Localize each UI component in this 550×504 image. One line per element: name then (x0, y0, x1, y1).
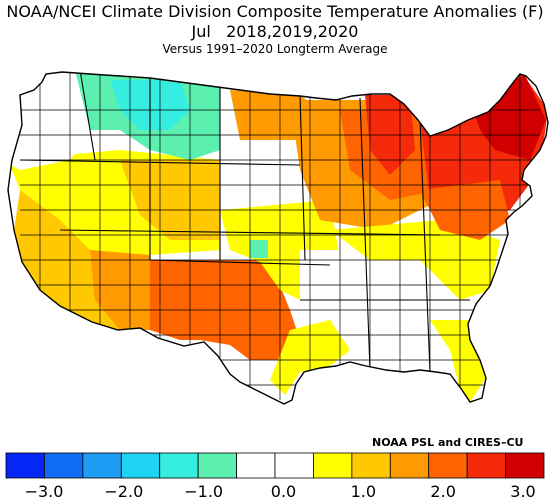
legend-swatch (120, 452, 161, 479)
legend-swatch (466, 452, 506, 479)
map-subtitle: Versus 1991–2020 Longterm Average (162, 42, 388, 56)
legend-swatch (44, 452, 84, 479)
legend-tick-label: −2.0 (104, 482, 144, 501)
legend-swatch (197, 452, 237, 479)
legend-swatch (236, 452, 276, 479)
region-colorado-plateau (120, 160, 220, 240)
legend-tick-label: −3.0 (24, 482, 64, 501)
legend-tick-label: 3.0 (510, 482, 536, 501)
credit-label: NOAA PSL and CIRES–CU (372, 436, 524, 449)
color-legend (5, 452, 545, 479)
legend-swatch (389, 452, 430, 479)
legend-tick-label: 0.0 (270, 482, 297, 501)
legend-tick-label: 2.0 (430, 482, 456, 501)
legend-tick-label: 1.0 (350, 482, 377, 501)
legend-swatch (428, 452, 468, 479)
state-boundaries (19, 72, 470, 373)
us-outline (7, 71, 549, 405)
legend-swatch (5, 452, 45, 479)
legend-swatch (82, 452, 122, 479)
region-pacific-northwest (8, 72, 90, 170)
legend-swatch (274, 452, 314, 479)
division-boundaries (20, 72, 540, 400)
legend-swatch (505, 452, 545, 479)
region-kansas-cool (250, 240, 268, 258)
legend-swatch (351, 452, 391, 479)
legend-tick-label: −1.0 (184, 482, 224, 501)
us-climate-division-map (7, 71, 549, 405)
legend-swatch (313, 452, 353, 479)
map-title-period: Jul 2018,2019,2020 (191, 22, 359, 41)
map-title: NOAA/NCEI Climate Division Composite Tem… (6, 2, 544, 21)
legend-swatch (159, 452, 199, 479)
